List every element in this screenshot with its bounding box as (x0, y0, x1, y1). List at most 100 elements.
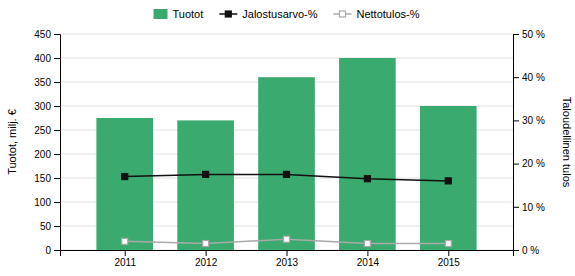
tick-mark (448, 250, 449, 256)
legend-item: Tuotot (154, 8, 204, 20)
tick: 400 (34, 53, 60, 64)
chart: 2011 2012 2013 2014 2015 0 50 100 150 200 250 300 35… (0, 0, 575, 276)
tick: 30 % (513, 115, 545, 126)
tick: 40 % (513, 72, 545, 83)
tick-label: 2014 (357, 257, 380, 268)
y2-axis: 0 % 10 % 20 % 30 % 40 % 50 % (513, 29, 545, 256)
axis-line (61, 251, 514, 257)
tick: 2012 (195, 250, 218, 268)
bar (177, 120, 234, 250)
tick-label: 350 (34, 77, 51, 88)
tick: 2015 (438, 250, 461, 268)
grid-line (60, 58, 513, 59)
tick-label: 0 (45, 245, 51, 256)
tick-label: 10 % (522, 202, 545, 213)
tick-mark (54, 130, 60, 131)
tick: 150 (34, 173, 60, 184)
tick: 350 (34, 77, 60, 88)
tick-mark (367, 250, 368, 256)
marker (445, 178, 451, 184)
marker (122, 238, 128, 244)
tick-mark (513, 250, 519, 251)
tick-label: 2015 (438, 257, 461, 268)
legend-marker (340, 11, 346, 17)
tick-mark (54, 250, 60, 251)
tick-mark (54, 106, 60, 107)
line-series (122, 236, 452, 246)
marker (122, 174, 128, 180)
bar (258, 77, 315, 250)
tick: 50 % (513, 29, 545, 40)
bar (339, 58, 396, 250)
bar (420, 106, 477, 250)
grid-line (60, 34, 513, 35)
tick-mark (54, 202, 60, 203)
tick-mark (513, 77, 519, 78)
y2-axis-title: Taloudellinen tulos (561, 97, 573, 188)
line-series (122, 171, 452, 183)
tick-label: 50 % (522, 29, 545, 40)
tick-label: 100 (34, 197, 51, 208)
marker (284, 171, 290, 177)
tick-mark (54, 34, 60, 35)
tick-mark (513, 164, 519, 165)
grid (60, 34, 513, 250)
tick-mark (54, 178, 60, 179)
marker (364, 241, 370, 247)
marker (445, 241, 451, 247)
tick-mark (54, 82, 60, 83)
tick-label: 450 (34, 29, 51, 40)
tick: 2011 (114, 250, 136, 268)
legend-label: Jalostusarvo-% (242, 8, 317, 20)
tick-mark (287, 250, 288, 256)
tick: 300 (34, 101, 60, 112)
y-axis-title: Tuotot, milj. € (6, 109, 18, 175)
marker (203, 241, 209, 247)
legend-marker (225, 11, 231, 17)
tick: 200 (34, 149, 60, 160)
tick: 0 % (513, 245, 539, 256)
y-axis: 0 50 100 150 200 250 300 350 400 450 (34, 29, 60, 256)
marks (96, 58, 476, 250)
tick: 20 % (513, 158, 545, 169)
tick: 2013 (276, 250, 299, 268)
tick: 100 (34, 197, 60, 208)
tick-label: 300 (34, 101, 51, 112)
tick-label: 2011 (114, 257, 136, 268)
x-axis: 2011 2012 2013 2014 2015 (61, 250, 514, 268)
tick-mark (125, 250, 126, 256)
tick-mark (206, 250, 207, 256)
tick-label: 2013 (276, 257, 299, 268)
tick-label: 250 (34, 125, 51, 136)
legend-label: Nettotulos-% (357, 8, 420, 20)
tick: 450 (34, 29, 60, 40)
marker (284, 236, 290, 242)
legend-item: Nettotulos-% (334, 8, 420, 20)
tick-mark (513, 34, 519, 35)
tick-mark (54, 154, 60, 155)
marker (203, 171, 209, 177)
legend: Tuotot Jalostusarvo-% Nettotulos-% (154, 8, 420, 20)
tick-label: 400 (34, 53, 51, 64)
tick-label: 200 (34, 149, 51, 160)
plot-area: 2011 2012 2013 2014 2015 0 50 100 150 200 250 300 35… (6, 29, 573, 268)
legend-item: Jalostusarvo-% (219, 8, 317, 20)
tick-label: 50 (40, 221, 52, 232)
tick-label: 30 % (522, 115, 545, 126)
tick-label: 20 % (522, 158, 545, 169)
tick: 50 (40, 221, 60, 232)
tick-label: 150 (34, 173, 51, 184)
tick-mark (513, 120, 519, 121)
tick: 250 (34, 125, 60, 136)
tick-mark (513, 207, 519, 208)
tick-mark (54, 58, 60, 59)
tick-label: 0 % (522, 245, 539, 256)
tick-label: 2012 (195, 257, 218, 268)
tick-label: 40 % (522, 72, 545, 83)
tick: 0 (45, 245, 60, 256)
tick: 2014 (357, 250, 380, 268)
bar-series (96, 58, 476, 250)
tick: 10 % (513, 202, 545, 213)
legend-swatch (154, 9, 168, 19)
axis-line (514, 35, 520, 251)
